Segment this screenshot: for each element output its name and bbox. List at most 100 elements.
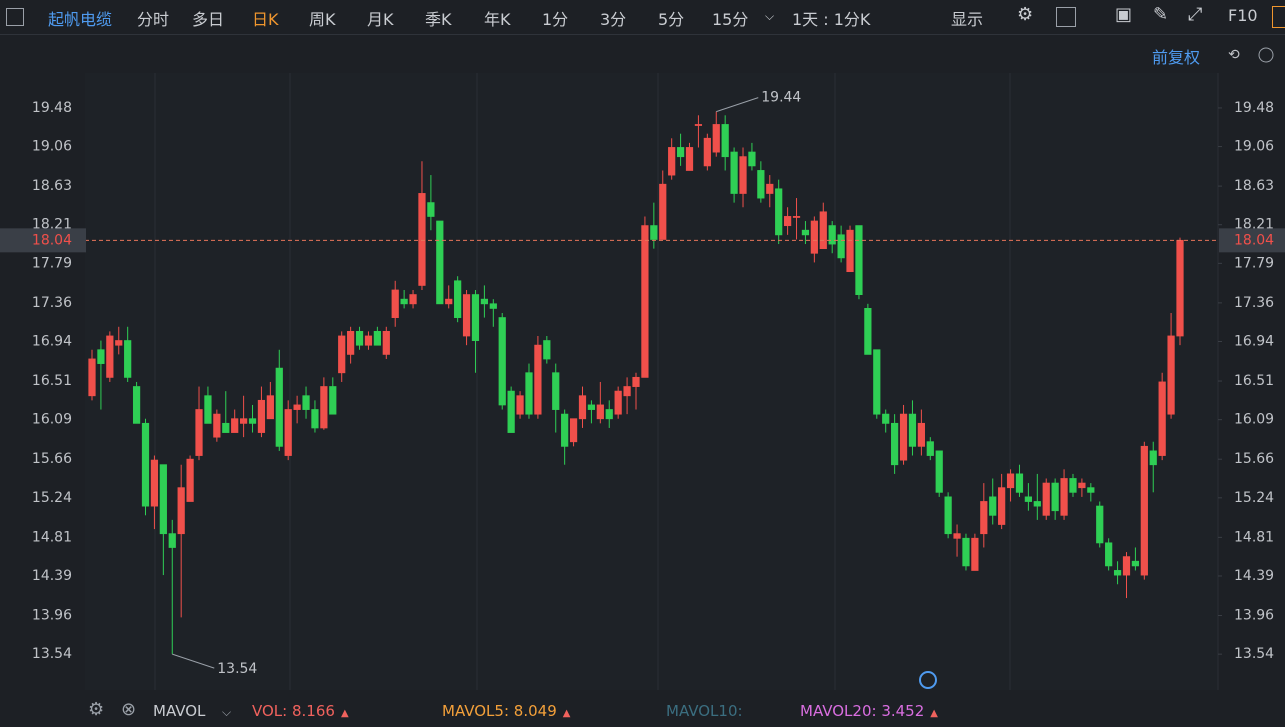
f10-button[interactable]: F10	[1228, 6, 1258, 25]
max-leader	[716, 97, 759, 113]
fullscreen-icon[interactable]: ⤢	[1188, 4, 1203, 25]
candle-body	[186, 458, 194, 502]
candle-body	[159, 464, 167, 535]
candle-body	[908, 413, 917, 447]
candle-body	[748, 151, 756, 167]
candle-body	[971, 537, 979, 571]
candle-body	[427, 202, 435, 217]
candle-body	[248, 418, 257, 424]
reset-icon[interactable]: ⟲	[1228, 47, 1240, 63]
y-tick-label-left: 16.09	[32, 412, 72, 428]
candle-body	[694, 124, 703, 126]
min-leader	[172, 653, 215, 669]
candle-body	[730, 151, 738, 194]
candle-body	[177, 487, 185, 535]
candle-body	[926, 441, 934, 456]
candle-body	[819, 211, 827, 250]
candle-body	[293, 404, 301, 410]
close-icon[interactable]: ⊗	[121, 699, 137, 720]
candle-body	[311, 409, 319, 429]
candle-body	[1176, 239, 1184, 337]
period-select[interactable]: 1天 : 1分K	[792, 10, 871, 29]
tab[interactable]: 1分	[542, 10, 569, 29]
candle-body	[1024, 496, 1033, 502]
tab[interactable]: 5分	[658, 10, 685, 29]
candle-body	[150, 459, 159, 507]
candle-body	[204, 395, 212, 424]
candle-body	[561, 413, 569, 447]
candle-body	[1033, 501, 1041, 507]
settings-icon[interactable]: ⚙	[1017, 4, 1034, 25]
candle-body	[596, 404, 604, 420]
y-tick-label-left: 15.24	[32, 490, 72, 506]
tab[interactable]: 周K	[309, 10, 336, 29]
side-tab[interactable]	[1272, 6, 1285, 28]
display-menu[interactable]: 显示	[951, 10, 984, 29]
candle-body	[141, 422, 150, 507]
candle-body	[1140, 445, 1148, 576]
y-tick-label-left: 16.51	[32, 373, 72, 389]
zoom-out-icon[interactable]	[1258, 47, 1274, 63]
tab[interactable]: 3分	[600, 10, 627, 29]
y-tick-label-left: 19.48	[32, 100, 72, 116]
price-tag-left	[0, 228, 86, 253]
camera-icon[interactable]: ▣	[1115, 4, 1133, 25]
y-tick-label-right: 13.96	[1234, 608, 1274, 624]
candle-body	[124, 340, 132, 378]
tab[interactable]: 15分	[712, 10, 749, 29]
y-tick-label-left: 18.63	[32, 178, 72, 194]
candle-body	[382, 330, 390, 355]
adjust-mode[interactable]: 前复权	[1152, 48, 1201, 67]
y-tick-label-right: 19.48	[1234, 100, 1274, 116]
event-marker[interactable]	[919, 671, 937, 689]
candle-body	[935, 450, 943, 493]
y-tick-label-left: 14.39	[32, 568, 72, 584]
y-tick-label-right: 16.94	[1234, 334, 1274, 350]
mavol5-label: MAVOL5:	[442, 702, 510, 720]
sidebar-icon[interactable]	[6, 8, 24, 26]
candle-body	[409, 294, 417, 305]
candle-body	[445, 298, 453, 305]
candle-body	[168, 533, 176, 548]
stock-name[interactable]: 起帆电缆	[48, 10, 113, 29]
candle-body	[1042, 482, 1050, 516]
candle-body	[106, 335, 114, 378]
y-tick-label-left: 15.66	[32, 451, 72, 467]
tab[interactable]: 季K	[425, 10, 452, 29]
tab[interactable]: 多日	[192, 10, 225, 29]
candle-body	[195, 409, 203, 456]
candle-body	[846, 229, 854, 273]
dropdown-arrow[interactable]: ⌵	[765, 9, 775, 23]
candle-body	[1078, 482, 1086, 489]
candle-body	[222, 422, 230, 433]
candle-body	[855, 225, 863, 296]
tab[interactable]: 年K	[484, 10, 511, 29]
vol-label: VOL:	[252, 702, 288, 720]
candle-body	[721, 124, 729, 158]
y-tick-label-left: 14.81	[32, 529, 72, 545]
settings-icon[interactable]: ⚙	[88, 699, 105, 720]
last-price-left: 18.04	[32, 232, 72, 248]
mavol10-label: MAVOL10:	[666, 702, 743, 720]
y-tick-label-left: 16.94	[32, 334, 72, 350]
vol-item: VOL: 8.166 ▲	[252, 702, 349, 720]
candle-body	[783, 216, 792, 227]
tab[interactable]: 月K	[367, 10, 394, 29]
indicator-name[interactable]: MAVOL	[153, 702, 206, 720]
indicator-bar: ⚙ ⊗ MAVOL ⌵ VOL: 8.166 ▲ MAVOL5: 8.049 ▲ M…	[0, 697, 1285, 727]
tab[interactable]: 分时	[137, 10, 170, 29]
candle-body	[587, 404, 596, 410]
candle-body	[1060, 478, 1068, 516]
y-tick-label-left: 17.36	[32, 295, 72, 311]
tab-selected[interactable]: 日K	[252, 10, 279, 29]
mavol20-item: MAVOL20: 3.452 ▲	[800, 702, 938, 720]
candle-body	[810, 220, 818, 254]
candle-body	[668, 147, 676, 176]
dropdown-arrow[interactable]: ⌵	[222, 705, 232, 719]
pen-icon[interactable]: ✎	[1153, 4, 1169, 25]
candle-body	[792, 216, 801, 218]
checkbox[interactable]	[1056, 7, 1076, 27]
candle-body	[801, 229, 810, 236]
candle-body	[650, 225, 658, 240]
